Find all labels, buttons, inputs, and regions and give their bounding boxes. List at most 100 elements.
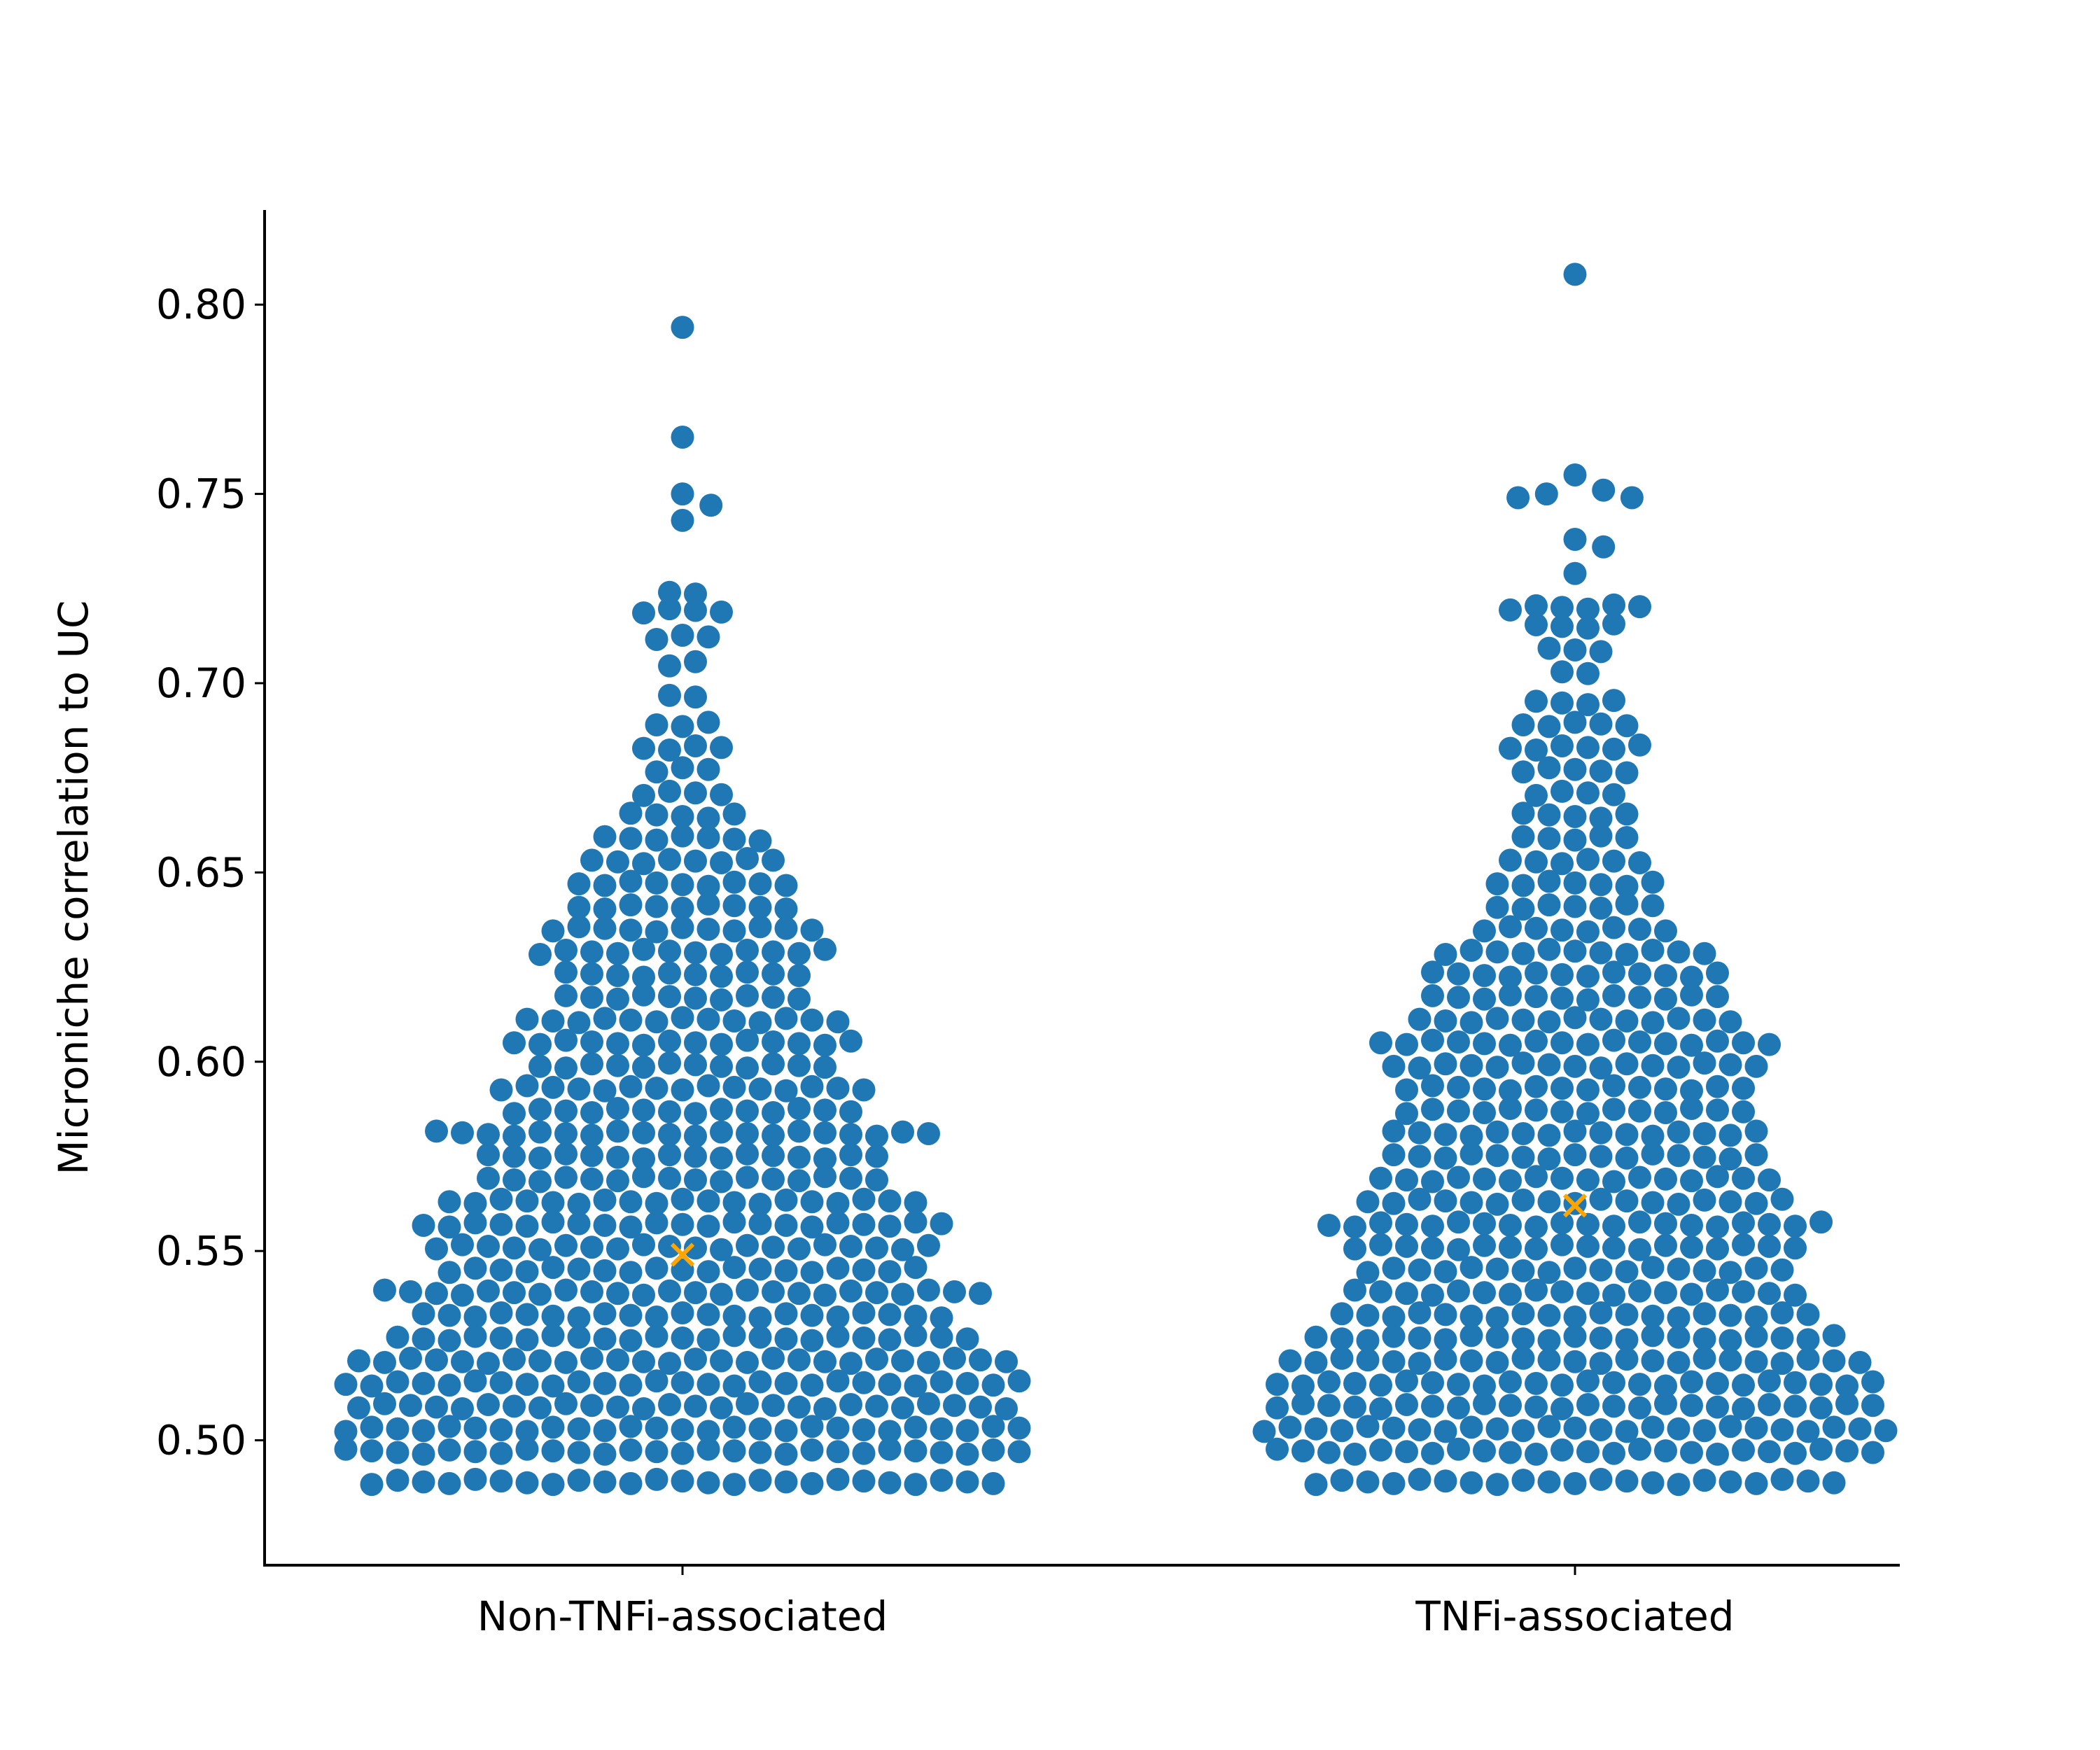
data-point [541,1075,565,1099]
data-point [1744,1119,1768,1143]
data-point [1693,1302,1716,1326]
data-point [1525,985,1548,1009]
data-point [1408,1352,1432,1376]
data-point [788,1395,811,1419]
data-point [788,1237,811,1261]
data-point [580,1030,603,1054]
data-point [852,1469,876,1493]
data-point [515,1303,539,1326]
data-point [1460,1324,1483,1348]
data-point [1654,987,1677,1011]
data-point [722,894,746,918]
data-point [1615,1123,1639,1147]
data-point [865,1236,888,1260]
data-point [619,1373,643,1397]
data-point [541,1210,565,1234]
data-point [1628,918,1651,941]
data-point [1615,714,1639,738]
data-point [1511,1259,1535,1282]
data-point [671,426,694,449]
data-point [1382,1471,1406,1495]
data-point [1563,895,1587,918]
data-point [1369,1397,1392,1420]
data-point [1628,986,1651,1009]
data-point [1732,1031,1755,1055]
data-point [1485,1056,1509,1079]
data-point [1511,802,1535,825]
data-point [684,1236,707,1260]
data-point [1499,1282,1522,1306]
data-point [1485,1306,1509,1330]
data-point [774,1188,798,1212]
data-point [826,1010,850,1034]
data-point [1693,1469,1716,1492]
data-point [1654,1101,1677,1124]
data-point [1874,1419,1898,1443]
data-point [1784,1371,1807,1394]
mean-marker [670,1242,695,1267]
data-point [658,985,681,1009]
data-point [904,1473,927,1497]
data-point [800,1438,824,1462]
data-point [1408,1187,1432,1211]
data-point [774,916,798,940]
data-point [722,919,746,943]
data-point [658,1143,681,1167]
data-point [722,1075,746,1099]
data-point [1693,1051,1716,1075]
data-point [580,940,603,964]
data-point [425,1282,448,1306]
data-point [1499,1214,1522,1237]
data-point [606,1169,629,1193]
data-point [1732,1397,1755,1420]
data-point [1369,1373,1392,1397]
data-point [541,1324,565,1348]
data-point [1525,1371,1548,1395]
data-point [1589,824,1613,848]
data-point [463,1211,487,1235]
data-point [1304,1473,1328,1497]
data-point [412,1470,435,1494]
data-point [1550,1280,1574,1303]
data-point [1706,1098,1729,1122]
data-point [748,872,772,896]
data-point [1770,1258,1794,1282]
data-point [1848,1350,1872,1374]
data-point [1758,1235,1781,1258]
data-point [593,1470,617,1494]
data-point [762,1394,785,1418]
data-point [1667,1417,1690,1441]
data-point [955,1327,979,1351]
data-point [1434,1052,1457,1076]
data-point [839,1393,862,1416]
data-point [1447,1396,1470,1420]
data-point [1592,535,1616,559]
data-point [813,1033,836,1057]
data-point [1511,1122,1535,1145]
data-point [1511,713,1535,736]
data-point [943,1346,966,1370]
data-point [1473,1392,1496,1415]
data-point [1317,1441,1340,1464]
data-point [1589,760,1613,783]
data-point [1641,1142,1665,1166]
data-point [1563,1306,1587,1329]
data-point [722,1473,746,1497]
data-point [1537,869,1561,893]
data-point [1330,1346,1354,1370]
data-point [1602,1098,1625,1121]
data-point [1706,961,1729,985]
data-point [1732,1233,1755,1256]
data-point [1434,1303,1457,1326]
y-tick-label: 0.55 [156,1227,246,1275]
data-point [710,943,733,966]
data-point [1395,1282,1418,1306]
data-point [438,1190,461,1214]
data-point [360,1439,384,1463]
data-point [528,1098,552,1121]
data-point [658,848,681,872]
data-point [1615,1348,1639,1371]
data-point [1434,1260,1457,1284]
data-point [1732,1166,1755,1190]
data-point [1589,1352,1613,1376]
